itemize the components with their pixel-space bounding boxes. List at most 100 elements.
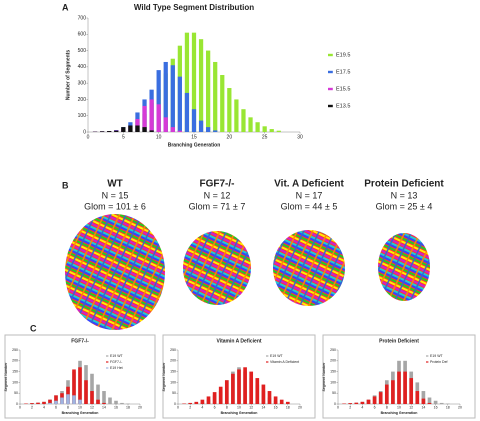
x-tick-label: 6 [55, 405, 57, 409]
bar [227, 88, 232, 132]
x-tick-label: 25 [262, 134, 268, 140]
legend-swatch [106, 361, 109, 363]
bar [177, 130, 182, 132]
y-tick-label: 250 [170, 348, 176, 352]
bar [285, 401, 290, 404]
x-tick-label: 14 [421, 405, 425, 409]
panel-label: C [30, 323, 37, 333]
legend-swatch [328, 87, 333, 91]
chart-title: FGF7-/- [71, 338, 89, 344]
x-tick-label: 16 [434, 405, 438, 409]
bar [78, 367, 82, 404]
bar [200, 399, 205, 404]
y-tick-label: 0 [16, 402, 18, 406]
x-tick-label: 18 [126, 405, 130, 409]
legend-swatch [106, 367, 109, 369]
x-tick-label: 8 [67, 405, 69, 409]
y-tick-label: 600 [78, 32, 87, 38]
panel-name: FGF7-/- [200, 179, 235, 190]
bar [276, 130, 281, 132]
x-tick-label: 0 [177, 405, 179, 409]
legend-label: E19 WT [270, 354, 284, 358]
bar [391, 380, 395, 404]
x-tick-label: 0 [87, 134, 90, 140]
x-tick-label: 12 [409, 405, 413, 409]
bar [241, 109, 246, 132]
bar [66, 394, 70, 404]
legend-label: Vitamin A Deficient [270, 360, 299, 364]
y-tick-label: 500 [78, 48, 87, 54]
x-tick-label: 15 [191, 134, 197, 140]
legend-swatch [426, 361, 429, 363]
x-tick-label: 0 [337, 405, 339, 409]
bar [191, 32, 197, 132]
y-tick-label: 0 [83, 129, 86, 135]
x-tick-label: 20 [298, 405, 302, 409]
bar [409, 378, 414, 404]
panel-label: B [62, 180, 69, 190]
bar [273, 396, 278, 404]
legend-swatch [106, 355, 109, 357]
x-tick-label: 6 [214, 405, 216, 409]
legend-label: Protein Def [430, 360, 448, 364]
panel-n: N = 15 [102, 190, 129, 200]
panel-label: A [62, 2, 69, 12]
y-tick-label: 50 [14, 391, 18, 395]
bar [48, 402, 52, 404]
x-axis-label: Branching Generation [168, 142, 221, 148]
bar [360, 401, 365, 404]
panel-name: Vit. A Deficient [274, 179, 344, 190]
legend-swatch [328, 104, 333, 108]
bar [142, 127, 147, 132]
bar [121, 127, 126, 132]
bar [433, 400, 438, 404]
bar [90, 373, 94, 404]
bar [354, 402, 359, 404]
bar [54, 395, 58, 404]
bar [114, 400, 118, 404]
chart-title: Protein Deficient [379, 338, 419, 344]
y-axis-label: Segment Number [162, 362, 166, 392]
bar [366, 399, 371, 404]
bar [170, 127, 175, 132]
legend-label: E15.5 [336, 86, 350, 92]
legend-swatch [328, 53, 333, 57]
y-tick-label: 400 [78, 64, 87, 70]
panel-n: N = 17 [296, 190, 323, 200]
y-tick-label: 200 [78, 97, 87, 103]
y-tick-label: 150 [170, 370, 176, 374]
x-tick-label: 2 [31, 405, 33, 409]
bar [156, 104, 161, 132]
bar [267, 391, 272, 404]
bar [102, 402, 106, 404]
y-axis-label: Segment Number [322, 362, 326, 392]
bar [163, 61, 168, 132]
bar [128, 125, 133, 132]
x-tick-label: 18 [446, 405, 450, 409]
legend-label: E19 Het [110, 366, 123, 370]
legend-swatch [426, 355, 429, 357]
bar [397, 371, 401, 404]
bar [415, 391, 420, 404]
panel-box [4, 334, 156, 419]
bar [206, 127, 211, 132]
bar [198, 39, 204, 132]
bar [403, 371, 407, 404]
x-tick-label: 18 [286, 405, 290, 409]
chart-title: Wild Type Segment Distribution [134, 3, 254, 12]
x-tick-label: 12 [249, 405, 253, 409]
panel-glom: Glom = 44 ± 5 [281, 201, 338, 211]
x-tick-label: 20 [227, 134, 233, 140]
x-tick-label: 30 [297, 134, 303, 140]
bar [212, 392, 217, 404]
bar [348, 403, 353, 404]
y-tick-label: 50 [332, 391, 336, 395]
bar [48, 399, 52, 404]
x-tick-label: 20 [138, 405, 142, 409]
y-tick-label: 150 [12, 370, 18, 374]
bar [279, 399, 284, 404]
x-tick-label: 4 [361, 405, 363, 409]
panel-box [322, 334, 476, 419]
bar [427, 397, 432, 404]
bar [170, 65, 175, 132]
